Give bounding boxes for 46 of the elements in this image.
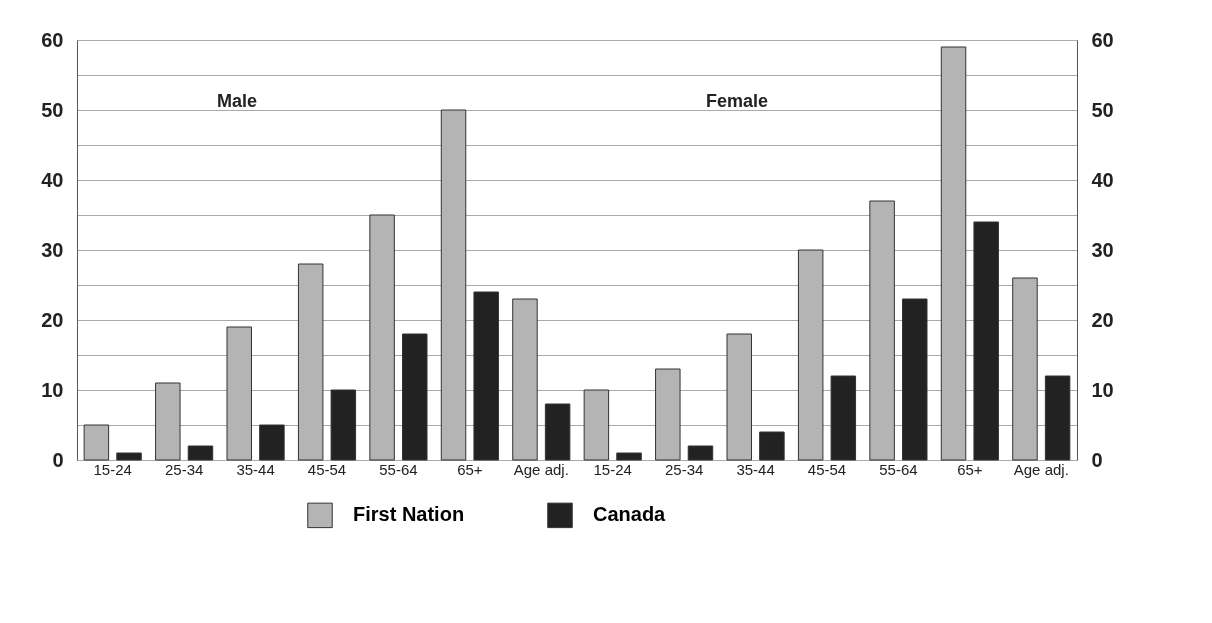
y2-tick-label: 60	[1091, 28, 1114, 51]
bar	[687, 445, 714, 461]
x-tick-label: 55-64	[879, 460, 918, 478]
legend-label: Canada	[593, 503, 667, 526]
x-tick-label: 65+	[457, 460, 483, 478]
x-tick-label: 25-34	[164, 460, 204, 478]
y2-tick-label: 0	[1091, 448, 1103, 471]
y2-tick-label: 20	[1091, 308, 1114, 331]
annotation: Female	[705, 91, 769, 111]
bar	[330, 389, 357, 461]
bar	[259, 424, 285, 461]
x-tick-label: 35-44	[236, 460, 275, 478]
x-tick-label: 65+	[957, 460, 983, 478]
y-tick-label: 40	[41, 168, 64, 191]
bar	[973, 221, 999, 461]
bar	[830, 375, 857, 461]
y2-tick-label: 30	[1091, 238, 1114, 261]
y-tick-label: 50	[41, 98, 64, 121]
x-tick-label: 55-64	[379, 460, 418, 478]
bar	[616, 452, 642, 461]
y-tick-label: 60	[41, 28, 64, 51]
y-tick-label: 20	[41, 308, 64, 331]
bar	[902, 298, 928, 461]
annotation: Male	[216, 91, 258, 111]
y2-tick-label: 50	[1091, 98, 1114, 121]
x-tick-label: Age adj.	[1013, 460, 1069, 478]
bar	[1044, 375, 1071, 461]
bar	[402, 333, 428, 461]
y-tick-label: 0	[52, 448, 64, 471]
x-tick-label: 45-54	[307, 460, 347, 478]
x-tick-label: 35-44	[736, 460, 775, 478]
y-tick-label: 30	[41, 238, 64, 261]
x-tick-label: 15-24	[593, 460, 632, 478]
x-tick-label: 25-34	[664, 460, 704, 478]
bar	[473, 291, 499, 461]
y2-tick-label: 40	[1091, 168, 1114, 191]
x-tick-label: 15-24	[93, 460, 132, 478]
x-tick-label: Age adj.	[513, 460, 569, 478]
bar	[544, 403, 571, 461]
bar	[759, 431, 785, 461]
legend-label: First Nation	[353, 503, 465, 526]
x-tick-label: 45-54	[807, 460, 847, 478]
bar	[116, 452, 142, 461]
y2-tick-label: 10	[1091, 378, 1114, 401]
y-tick-label: 10	[41, 378, 64, 401]
bar	[187, 445, 214, 461]
